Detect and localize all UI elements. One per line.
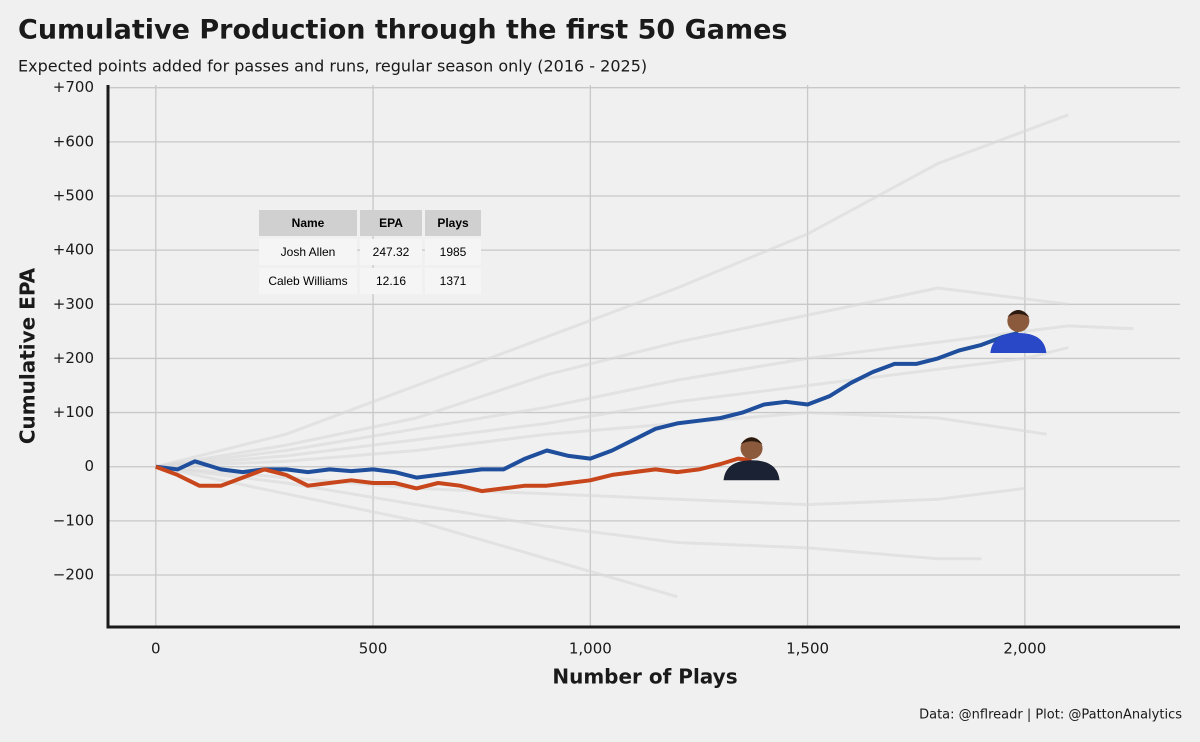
summary-table: Name EPA Plays Josh Allen 247.32 1985 Cale… (256, 207, 484, 297)
x-tick-label: 0 (151, 640, 161, 658)
background-line (155, 286, 1069, 469)
background-line (155, 465, 678, 599)
table-header: Name (259, 210, 357, 236)
caption: Data: @nflreadr | Plot: @PattonAnalytics (919, 708, 1182, 723)
series-line (155, 456, 752, 494)
x-tick-label: 1,500 (786, 640, 829, 658)
background-line (155, 346, 1069, 469)
x-axis-label: Number of Plays (552, 665, 737, 689)
table-cell: 1371 (425, 268, 481, 294)
player-headshot (990, 309, 1047, 353)
table-cell: 12.16 (360, 268, 422, 294)
headshot-head (740, 437, 763, 460)
y-tick-label: +700 (53, 78, 94, 96)
y-tick-label: +400 (53, 241, 94, 259)
y-tick-label: +300 (53, 295, 94, 313)
headshot-body (990, 332, 1047, 353)
headshot-head (1007, 309, 1030, 332)
x-tick-label: 500 (359, 640, 388, 658)
headshot-hair (740, 437, 763, 445)
y-axis-label: Cumulative EPA (16, 267, 40, 444)
chart-title: Cumulative Production through the first … (18, 15, 787, 46)
table-header: EPA (360, 210, 422, 236)
table-header: Plays (425, 210, 481, 236)
x-tick-label: 1,000 (569, 640, 612, 658)
headshot-body (723, 460, 780, 481)
background-line (155, 465, 1026, 507)
table-cell: Josh Allen (259, 239, 357, 265)
background-line (155, 324, 1134, 469)
x-tick-label: 2,000 (1003, 640, 1046, 658)
y-tick-label: −100 (53, 511, 94, 529)
table-cell: 247.32 (360, 239, 422, 265)
background-line (155, 113, 1069, 469)
y-tick-label: +100 (53, 403, 94, 421)
table-cell: 1985 (425, 239, 481, 265)
chart-subtitle: Expected points added for passes and run… (18, 57, 647, 76)
headshot-hair (1007, 309, 1030, 317)
player-headshot (723, 437, 780, 481)
y-tick-label: +600 (53, 132, 94, 150)
y-tick-label: 0 (84, 457, 94, 475)
background-line (155, 465, 982, 561)
y-tick-label: −200 (53, 566, 94, 584)
series-line (155, 331, 1019, 480)
y-tick-label: +200 (53, 349, 94, 367)
table-cell: Caleb Williams (259, 268, 357, 294)
background-line (155, 411, 1047, 469)
y-tick-label: +500 (53, 186, 94, 204)
